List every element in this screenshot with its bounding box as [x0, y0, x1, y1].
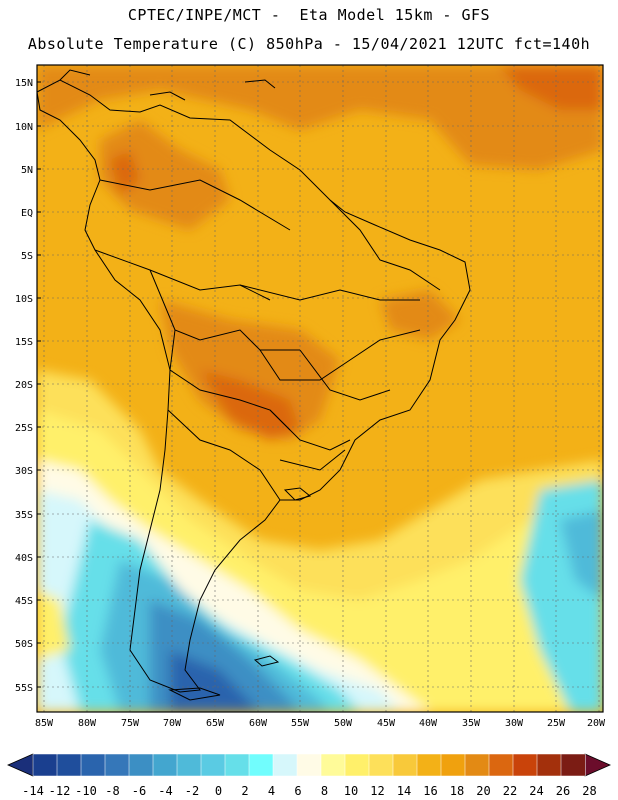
colorbar-label: -8 — [105, 784, 119, 798]
colorbar-label: 22 — [503, 784, 517, 798]
colorbar-swatch — [272, 753, 298, 777]
map-title: CPTEC/INPE/MCT - Eta Model 15km - GFS — [127, 6, 491, 24]
colorbar-label: 28 — [582, 784, 596, 798]
colorbar-swatch — [56, 753, 82, 777]
colorbar-swatch — [128, 753, 154, 777]
lat-label: 5S — [21, 251, 33, 262]
colorbar-swatch — [248, 753, 274, 777]
colorbar-label: 14 — [397, 784, 411, 798]
colorbar-swatch — [488, 753, 514, 777]
colorbar-label: -2 — [185, 784, 199, 798]
lon-label: 70W — [163, 718, 182, 729]
colorbar-swatch — [320, 753, 346, 777]
colorbar-swatch — [176, 753, 202, 777]
map-subtitle: Absolute Temperature (C) 850hPa - 15/04/… — [27, 35, 591, 53]
lat-label: EQ — [21, 208, 33, 219]
colorbar-label: 10 — [344, 784, 358, 798]
colorbar-swatch — [464, 753, 490, 777]
lat-label: 30S — [15, 466, 33, 477]
lat-lon-grid — [37, 65, 603, 712]
colorbar-left-arrow — [7, 753, 34, 777]
lat-label: 25S — [15, 423, 33, 434]
colorbar-swatch — [200, 753, 226, 777]
colorbar-label: 18 — [450, 784, 464, 798]
lon-label: 35W — [462, 718, 481, 729]
colorbar-swatch — [560, 753, 586, 777]
colorbar-swatch — [344, 753, 370, 777]
lat-label: 55S — [15, 683, 33, 694]
colorbar-swatch — [392, 753, 418, 777]
colorbar-label: -12 — [49, 784, 71, 798]
lat-label: 10S — [15, 294, 33, 305]
lat-label: 20S — [15, 380, 33, 391]
colorbar-label: 20 — [476, 784, 490, 798]
axis-ticks — [37, 81, 41, 688]
colorbar-label: -10 — [75, 784, 97, 798]
colorbar-label: 24 — [529, 784, 543, 798]
longitude-labels: 85W 80W 75W 70W 65W 60W 55W 50W 45W 40W … — [35, 718, 606, 729]
continent-outline — [37, 69, 471, 701]
colorbar-swatch — [416, 753, 442, 777]
colorbar-label: 4 — [268, 784, 275, 798]
lat-label: 50S — [15, 639, 33, 650]
latitude-labels: 15N 10N 5N EQ 5S 10S 15S 20S 25S 30S 35S… — [15, 78, 33, 694]
colorbar-label: -14 — [22, 784, 44, 798]
lon-label: 75W — [121, 718, 140, 729]
map-frame — [36, 64, 604, 713]
lon-label: 25W — [547, 718, 566, 729]
colorbar-label: 26 — [556, 784, 570, 798]
lon-label: 30W — [505, 718, 524, 729]
colorbar-swatch — [104, 753, 130, 777]
color-bar — [7, 753, 611, 777]
lat-label: 45S — [15, 596, 33, 607]
lon-label: 45W — [377, 718, 396, 729]
lat-label: 35S — [15, 510, 33, 521]
colorbar-swatch — [224, 753, 250, 777]
lon-label: 50W — [334, 718, 353, 729]
colorbar-label: 0 — [215, 784, 222, 798]
lat-label: 40S — [15, 553, 33, 564]
colorbar-swatch — [296, 753, 322, 777]
lat-label: 5N — [21, 165, 33, 176]
lat-label: 10N — [15, 122, 33, 133]
colorbar-right-arrow — [584, 753, 611, 777]
colorbar-swatch — [368, 753, 394, 777]
lon-label: 85W — [35, 718, 54, 729]
lon-label: 80W — [78, 718, 97, 729]
temperature-field — [37, 65, 603, 712]
colorbar-label: -6 — [132, 784, 146, 798]
lon-label: 55W — [291, 718, 310, 729]
colorbar-label: 2 — [241, 784, 248, 798]
colorbar-label: 12 — [370, 784, 384, 798]
colorbar-swatch — [440, 753, 466, 777]
lon-label: 20W — [587, 718, 606, 729]
lon-label: 60W — [249, 718, 268, 729]
lon-label: 65W — [206, 718, 225, 729]
colorbar-swatch — [80, 753, 106, 777]
lat-label: 15N — [15, 78, 33, 89]
colorbar-label: 8 — [321, 784, 328, 798]
colorbar-label: 16 — [423, 784, 437, 798]
lon-label: 40W — [419, 718, 438, 729]
colorbar-swatch — [32, 753, 58, 777]
colorbar-labels: -14 -12 -10 -8 -6 -4 -2 0 2 4 6 8 10 12 … — [22, 784, 597, 798]
colorbar-swatch — [512, 753, 538, 777]
colorbar-label: -4 — [158, 784, 172, 798]
lat-label: 15S — [15, 337, 33, 348]
colorbar-swatch — [536, 753, 562, 777]
colorbar-swatch — [152, 753, 178, 777]
colorbar-label: 6 — [294, 784, 301, 798]
